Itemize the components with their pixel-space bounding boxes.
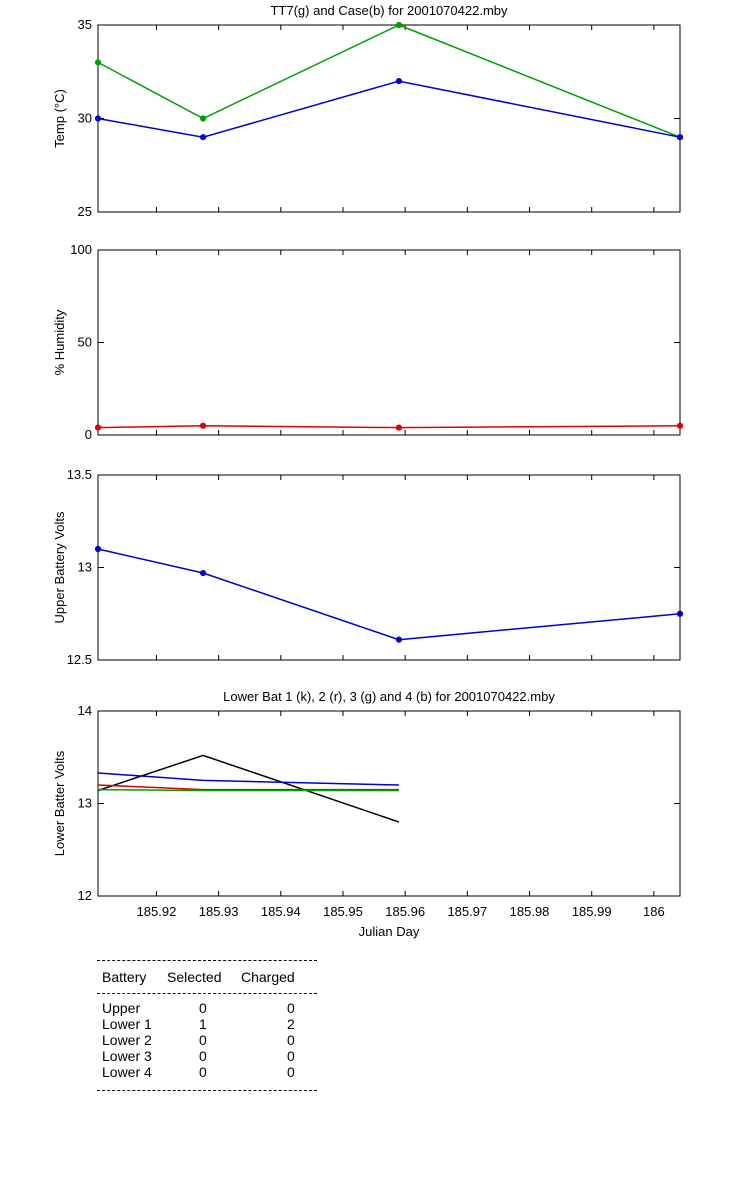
y-tick-label: 13	[78, 796, 92, 811]
series-line-lower-1	[97, 754, 400, 823]
series-line-case	[97, 80, 681, 138]
x-tick-label: 185.96	[385, 904, 425, 919]
header-battery: Battery	[102, 969, 147, 985]
y-tick-label: 12	[78, 888, 92, 903]
battery-table: Battery Selected Charged Upper 0 0 Lower…	[97, 960, 317, 1091]
x-tick-label: 185.93	[199, 904, 239, 919]
data-point	[676, 134, 684, 141]
charts-canvas: 25 30 35 TT7(g) and Case(b) for 2001070422.…	[52, 3, 684, 939]
series-line-lower-3	[97, 788, 399, 792]
x-tick-label: 185.97	[447, 904, 487, 919]
y-tick-label: 14	[78, 703, 92, 718]
plot-frame	[97, 249, 681, 436]
plot-frame	[97, 710, 681, 897]
series-line-lower-2	[97, 784, 399, 791]
series-line-lower-4	[97, 772, 399, 786]
row-battery: Lower 3	[102, 1048, 152, 1064]
data-point	[676, 610, 684, 617]
data-point	[94, 424, 102, 431]
x-tick-label: 185.99	[572, 904, 612, 919]
y-tick-label: 12.5	[67, 652, 92, 667]
y-tick-label: 13.5	[67, 467, 92, 482]
row-charged: 0	[287, 1048, 295, 1064]
data-point	[94, 59, 102, 66]
row-battery: Lower 4	[102, 1064, 152, 1080]
x-tick-label: 185.98	[510, 904, 550, 919]
y-tick-label: 13	[78, 560, 92, 575]
table-header-row: Battery Selected Charged	[97, 961, 317, 993]
y-tick-label: 0	[85, 427, 92, 442]
chart-title: TT7(g) and Case(b) for 2001070422.mby	[270, 3, 508, 18]
y-axis-label: Temp (°C)	[52, 89, 67, 148]
row-charged: 2	[287, 1016, 295, 1032]
y-axis-label: Upper Battery Volts	[52, 511, 67, 623]
data-point	[94, 545, 102, 553]
row-charged: 0	[287, 1000, 295, 1016]
data-point	[199, 569, 207, 577]
data-point	[395, 78, 403, 85]
row-battery: Lower 1	[102, 1016, 152, 1032]
series-line-upper	[97, 548, 681, 641]
header-charged: Charged	[241, 969, 295, 985]
row-battery: Lower 2	[102, 1032, 152, 1048]
y-axis-label: Lower Batter Volts	[52, 750, 67, 856]
data-point	[676, 422, 684, 429]
row-selected: 0	[199, 1032, 207, 1048]
series-line-tt7	[97, 24, 681, 138]
x-tick-label: 186	[643, 904, 665, 919]
row-selected: 0	[199, 1048, 207, 1064]
x-tick-label: 185.92	[137, 904, 177, 919]
row-battery: Upper	[102, 1000, 141, 1016]
data-point	[199, 422, 207, 429]
x-tick-label: 185.95	[323, 904, 363, 919]
data-point	[395, 636, 403, 643]
table-row: Lower 1 1 2	[97, 1016, 317, 1032]
row-selected: 0	[199, 1064, 207, 1080]
row-charged: 0	[287, 1064, 295, 1080]
table-row: Lower 4 0 0	[97, 1064, 317, 1080]
table-row: Lower 2 0 0	[97, 1032, 317, 1048]
plot-frame	[97, 474, 681, 661]
table-top-rule	[97, 960, 317, 961]
y-tick-label: 30	[78, 111, 92, 126]
header-selected: Selected	[167, 969, 222, 985]
table-bottom-rule	[97, 1090, 317, 1091]
row-charged: 0	[287, 1032, 295, 1048]
data-point	[199, 134, 207, 141]
y-axis-label: % Humidity	[52, 309, 67, 375]
x-axis-label: Julian Day	[359, 924, 420, 939]
chart-title: Lower Bat 1 (k), 2 (r), 3 (g) and 4 (b) …	[223, 689, 555, 704]
data-point	[395, 21, 403, 29]
row-selected: 1	[199, 1016, 207, 1032]
series-line-humidity	[97, 425, 681, 429]
x-tick-label: 185.94	[261, 904, 301, 919]
y-tick-label: 100	[70, 242, 92, 257]
table-row: Lower 3 0 0	[97, 1048, 317, 1064]
y-tick-label: 35	[78, 17, 92, 32]
row-selected: 0	[199, 1000, 207, 1016]
table-header-rule	[97, 993, 317, 994]
y-tick-label: 25	[78, 204, 92, 219]
y-tick-label: 50	[78, 335, 92, 350]
data-point	[94, 115, 102, 122]
table-row: Upper 0 0	[97, 1000, 317, 1016]
data-point	[395, 424, 403, 431]
data-point	[199, 115, 207, 122]
plot-frame	[97, 24, 681, 213]
